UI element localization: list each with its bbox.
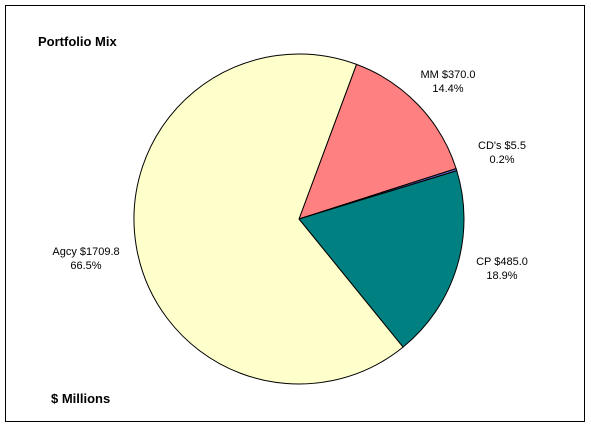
slice-label-cds-percent: 0.2% xyxy=(489,154,514,166)
slice-label-mm-amount: MM $370.0 xyxy=(420,69,475,81)
slice-label-mm-percent: 14.4% xyxy=(432,83,463,95)
pie-chart: MM $370.0 14.4% CD's $5.5 0.2% CP $485.0… xyxy=(52,53,528,385)
slice-label-cp-percent: 18.9% xyxy=(486,270,517,282)
chart-subtitle: $ Millions xyxy=(51,391,111,406)
chart-frame: MM $370.0 14.4% CD's $5.5 0.2% CP $485.0… xyxy=(5,5,585,422)
pie-slice-cp xyxy=(298,170,465,348)
slice-label-agcy-amount: Agcy $1709.8 xyxy=(52,246,119,258)
slice-label-cp-amount: CP $485.0 xyxy=(476,256,528,268)
slice-label-cds-amount: CD's $5.5 xyxy=(478,140,526,152)
pie-slices xyxy=(133,53,465,385)
pie-labels: MM $370.0 14.4% CD's $5.5 0.2% CP $485.0… xyxy=(52,69,528,282)
pie-slice-mm xyxy=(298,63,457,220)
slice-label-agcy-percent: 66.5% xyxy=(70,260,101,272)
pie-slice-agcy xyxy=(133,53,404,385)
chart-title: Portfolio Mix xyxy=(38,34,117,49)
